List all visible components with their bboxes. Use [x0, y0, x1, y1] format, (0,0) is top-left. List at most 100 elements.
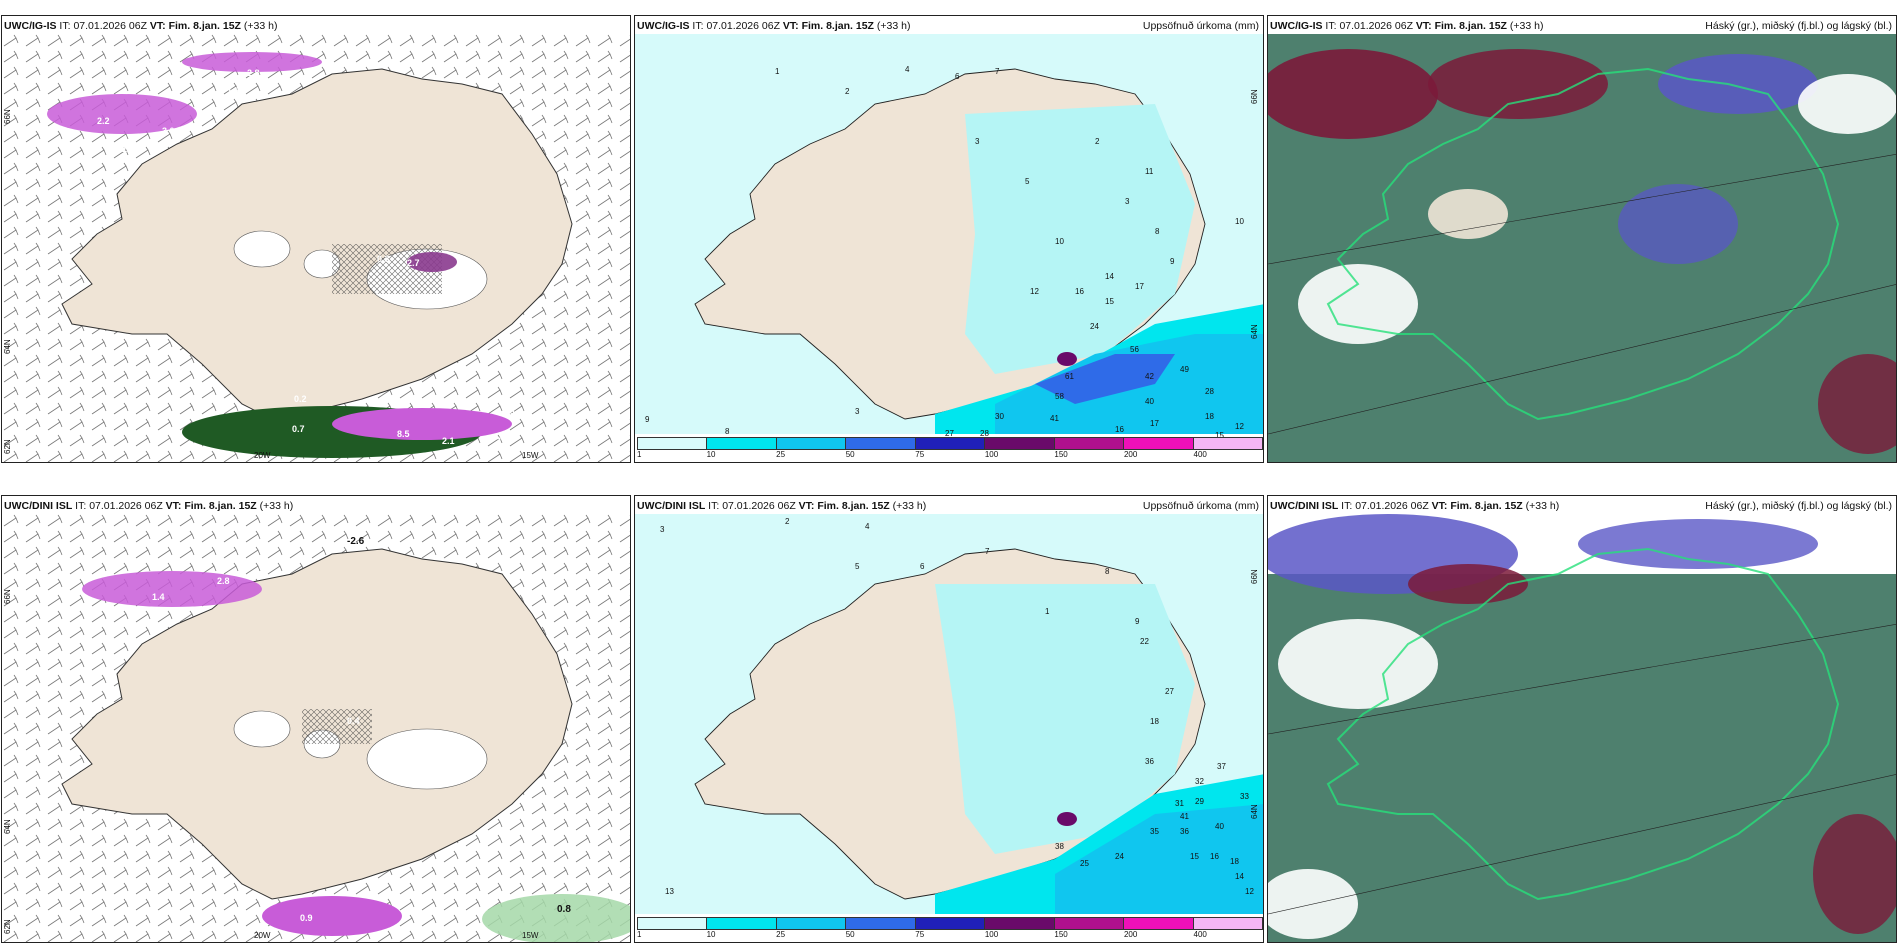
station-value: 22	[1140, 637, 1149, 646]
station-value: 6	[955, 72, 960, 81]
station-value: 4	[905, 65, 910, 74]
colorbar-swatch	[638, 438, 708, 449]
lat-label-66n: 66N	[3, 589, 12, 604]
station-value: 24	[1090, 322, 1099, 331]
field-value: 0.7	[292, 424, 305, 434]
station-value: 16	[1075, 287, 1084, 296]
station-value: 24	[1115, 852, 1124, 861]
colorbar-tick: 150	[1054, 450, 1068, 459]
station-value: 40	[1215, 822, 1224, 831]
station-value: 32	[1195, 777, 1204, 786]
field-value: 2.7	[407, 258, 420, 268]
snow-area-n	[182, 52, 322, 72]
station-value: 9	[1170, 257, 1175, 266]
clear-sky-w	[1278, 619, 1438, 709]
station-value: 41	[1050, 414, 1059, 423]
field-value: 1.5	[227, 86, 240, 96]
station-value: 25	[1080, 859, 1089, 868]
station-value: 29	[1195, 797, 1204, 806]
snow-area-nw	[82, 571, 262, 607]
precip-land-east	[965, 104, 1195, 374]
panel-header: UWC/DINI ISL IT: 07.01.2026 06Z VT: Fim.…	[4, 500, 626, 514]
station-value: 40	[1145, 397, 1154, 406]
colorbar-swatch	[985, 918, 1055, 929]
vt-value: Fim. 8.jan. 15Z	[1450, 500, 1523, 512]
chart-title: Háský (gr.), miðský (fj.bl.) og lágský (…	[1705, 500, 1892, 512]
field-value: 0.9	[300, 913, 313, 923]
it-value: 07.01.2026 06Z	[89, 500, 163, 512]
colorbar-swatch	[1124, 438, 1194, 449]
colorbar-swatch	[707, 438, 777, 449]
snow-area-nw	[47, 94, 197, 134]
colorbar-swatch	[776, 918, 847, 929]
station-value: 17	[1135, 282, 1144, 291]
colorbar-tick: 50	[845, 930, 855, 939]
field-value: 1.6	[497, 436, 510, 446]
field-value: 0.4	[347, 716, 360, 726]
grid-line	[1268, 284, 1896, 435]
field-value: 0.2	[294, 394, 307, 404]
iceland-landmass	[61, 68, 573, 420]
station-value: 28	[1205, 387, 1214, 396]
colorbar-swatch	[1054, 918, 1125, 929]
panel-igis-precip: UWC/IG-IS IT: 07.01.2026 06Z VT: Fim. 8.…	[634, 15, 1264, 463]
hatch-area	[302, 709, 372, 744]
station-value: 17	[1150, 419, 1159, 428]
colorbar-tick: 1	[637, 930, 642, 939]
precip-band-50	[1035, 354, 1175, 404]
lead-time: (+33 h)	[892, 500, 927, 512]
mid-cloud-center	[1618, 184, 1738, 264]
model-name: UWC/DINI ISL	[1270, 500, 1339, 512]
colorbar-swatch	[1193, 438, 1262, 449]
precip-max	[1057, 352, 1077, 366]
grid-line	[1268, 774, 1896, 915]
colorbar-swatch	[985, 438, 1055, 449]
it-label: IT:	[708, 500, 720, 512]
snow-area-e	[407, 252, 457, 272]
chart-title: Uppsöfnuð úrkoma (mm)	[1142, 500, 1259, 512]
colorbar-swatch	[1054, 438, 1125, 449]
mid-cloud-ne	[1578, 519, 1818, 569]
glacier-langjokull	[233, 230, 291, 268]
station-value: 14	[1235, 872, 1244, 881]
panel-igis-wind: UWC/IG-IS IT: 07.01.2026 06Z VT: Fim. 8.…	[1, 15, 631, 463]
lat-label-66n: 66N	[1250, 569, 1259, 584]
field-value: 8.5	[397, 429, 410, 439]
station-value: 49	[1180, 365, 1189, 374]
station-value: 8	[1105, 567, 1110, 576]
station-value: 7	[985, 547, 990, 556]
colorbar-tick: 100	[984, 450, 999, 459]
station-value: 14	[1105, 272, 1114, 281]
cloud-edge-contour	[1326, 67, 1840, 421]
precip-map: 1 2 4 6 7 3 5 11 10 2 3 8 9 14 15 17 12 …	[635, 34, 1263, 462]
station-value: 16	[1210, 852, 1219, 861]
colorbar-tick: 25	[776, 450, 786, 459]
lead-time: (+33 h)	[1509, 20, 1544, 32]
colorbar-tick: 75	[915, 930, 925, 939]
grid-line	[1268, 154, 1896, 265]
it-label: IT:	[59, 20, 71, 32]
lead-time: (+33 h)	[1525, 500, 1560, 512]
vt-label: VT:	[782, 20, 799, 32]
colorbar-tick: 25	[776, 930, 786, 939]
field-value: -2.6	[347, 536, 365, 547]
precip-band-25	[1055, 804, 1263, 914]
station-value: 58	[1055, 392, 1064, 401]
vt-label: VT:	[798, 500, 815, 512]
station-value: 12	[1245, 887, 1254, 896]
station-value: 5	[1025, 177, 1030, 186]
lat-label-66n: 66N	[3, 109, 12, 124]
station-value: 13	[665, 887, 674, 896]
precip-colorbar: 1 10 25 50 75 100 150 200 400	[637, 917, 1263, 939]
it-label: IT:	[1325, 20, 1337, 32]
panel-dini-clouds: UWC/DINI ISL IT: 07.01.2026 06Z VT: Fim.…	[1267, 495, 1897, 943]
clear-sky-center	[1428, 189, 1508, 239]
lat-label-62n: 62N	[3, 919, 12, 934]
model-name: UWC/IG-IS	[637, 20, 690, 32]
cloud-map	[1268, 34, 1896, 462]
station-value: 15	[1190, 852, 1199, 861]
panel-header: UWC/DINI ISL IT: 07.01.2026 06Z VT: Fim.…	[637, 500, 1259, 514]
station-value: 3	[855, 407, 860, 416]
lead-time: (+33 h)	[259, 500, 294, 512]
field-value: 2.8	[217, 576, 230, 586]
